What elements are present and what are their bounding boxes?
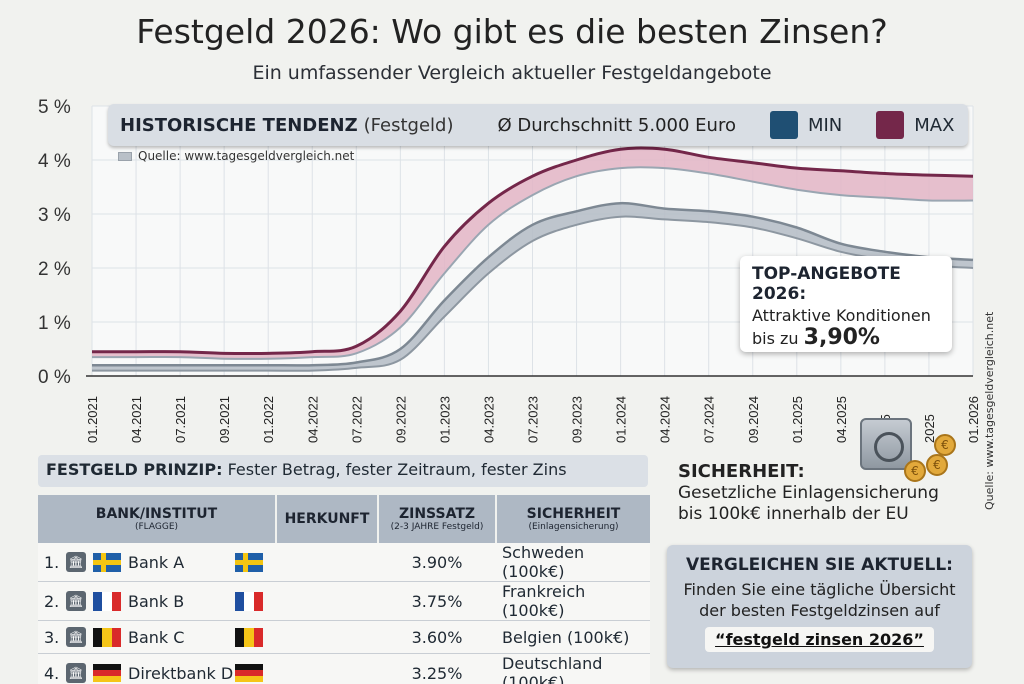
coins-icon: € € € [904, 434, 956, 484]
top-offers-line1: Attraktive Konditionen [752, 306, 931, 325]
x-tick-label: 04.2025 [834, 396, 849, 443]
x-tick-label: 07.2023 [526, 396, 541, 443]
sicherheit-title: SICHERHEIT: [678, 461, 805, 482]
x-tick-label: 09.2024 [746, 396, 761, 443]
germany-flag-icon [93, 663, 121, 683]
max-band-lower-line [92, 166, 974, 360]
prinzip-text: Fester Betrag, fester Zeitraum, fester Z… [227, 460, 567, 479]
x-tick-label: 07.2024 [702, 396, 717, 443]
x-tick-label: 07.2021 [173, 396, 188, 443]
bank-icon: 🏛 [66, 552, 86, 572]
germany-flag-icon [235, 663, 263, 683]
bank-icon: 🏛 [66, 663, 86, 683]
x-tick-label: 04.2022 [305, 396, 320, 443]
y-tick-label: 2 % [38, 259, 71, 280]
table-row: 4. 🏛 Direktbank D 3.25% Deutschland (100… [38, 653, 650, 684]
legend-min-swatch [769, 111, 798, 139]
chart-legend: HISTORISCHE TENDENZ (Festgeld) Ø Durchsc… [108, 104, 968, 146]
cta-line2: der besten Festgeldzinsen auf [699, 601, 940, 620]
france-flag-icon [235, 591, 263, 611]
x-tick-label: 01.2021 [85, 396, 100, 443]
series-line-min [92, 201, 974, 367]
cta-box: VERGLEICHEN SIE AKTUELL: Finden Sie eine… [667, 545, 972, 668]
x-tick-label: 07.2022 [349, 396, 364, 443]
table-row: 3. 🏛 Bank C 3.60% Belgien (100k€) [38, 620, 650, 654]
table-row: 1. 🏛 Bank A 3.90% Schweden (100k€) [38, 543, 650, 582]
y-tick-label: 0 % [38, 367, 71, 388]
prinzip-label: FESTGELD PRINZIP: [46, 460, 223, 479]
prinzip-bar: FESTGELD PRINZIP: Fester Betrag, fester … [38, 455, 648, 487]
cta-line1: Finden Sie eine tägliche Übersicht [683, 580, 956, 599]
belgium-flag-icon [93, 627, 121, 647]
x-tick-label: 01.2024 [614, 396, 629, 443]
safe-icon [860, 418, 912, 470]
x-tick-label: 2025 [922, 414, 937, 443]
chart-source: Quelle: www.tagesgeldvergleich.net [118, 149, 354, 163]
top-offers-title: TOP-ANGEBOTE 2026: [752, 264, 901, 304]
max-band [92, 148, 973, 359]
table-row: 2. 🏛 Bank B 3.75% Frankreich (100k€) [38, 581, 650, 621]
sweden-flag-icon [235, 552, 263, 572]
top-offers-prefix: bis zu [752, 329, 799, 348]
side-source: Quelle: www.tagesgeldvergleich.net [983, 311, 996, 510]
min-band-lower-line [92, 215, 974, 372]
bank-icon: 🏛 [66, 627, 86, 647]
page-title: Festgeld 2026: Wo gibt es die besten Zin… [136, 12, 888, 51]
cta-title: VERGLEICHEN SIE AKTUELL: [686, 555, 953, 575]
legend-average: Ø Durchschnitt 5.000 Euro [497, 114, 736, 136]
x-tick-label: 09.2021 [217, 396, 232, 443]
legend-title-suffix: (Festgeld) [363, 114, 454, 136]
top-offers-value: 3,90% [803, 325, 880, 350]
cta-keyword-link[interactable]: “festgeld zinsen 2026” [705, 627, 934, 652]
x-tick-label: 04.2023 [481, 396, 496, 443]
y-tick-label: 3 % [38, 205, 71, 226]
min-band [92, 203, 973, 371]
legend-max-label: MAX [914, 114, 955, 136]
x-tick-label: 01.2022 [261, 396, 276, 443]
sicherheit-line2: bis 100k€ innerhalb der EU [678, 504, 909, 524]
x-tick-label: 01.2025 [790, 396, 805, 443]
source-swatch-icon [118, 151, 132, 161]
legend-title: HISTORISCHE TENDENZ [120, 114, 358, 136]
x-tick-label: 04.2024 [658, 396, 673, 443]
rate-chart: 0 % 1 % 2 % 3 % 4 % 5 % 01.2021 04.2021 07.2021… [38, 97, 981, 443]
col-sicherheit: SICHERHEIT (Einlagensicherung) [496, 495, 650, 543]
belgium-flag-icon [235, 627, 263, 647]
col-zinssatz: ZINSSATZ (2-3 JAHRE Festgeld) [378, 495, 497, 543]
col-bank: BANK/INSTITUT (FLAGGE) [38, 495, 277, 543]
top-offers-box: TOP-ANGEBOTE 2026: Attraktive Konditione… [740, 256, 952, 352]
x-tick-label: 01.2026 [966, 396, 981, 443]
legend-min-label: MIN [807, 114, 843, 136]
x-tick-label: 04.2021 [129, 396, 144, 443]
sicherheit-line1: Gesetzliche Einlagensicherung [678, 483, 939, 503]
bank-table: BANK/INSTITUT (FLAGGE) HERKUNFT ZINSSATZ(… [38, 495, 650, 684]
sweden-flag-icon [93, 552, 121, 572]
page-subtitle: Ein umfassender Vergleich aktueller Fest… [252, 62, 772, 84]
x-tick-label: 01.2023 [437, 396, 452, 443]
legend-max-swatch [876, 111, 905, 139]
top-offers-line2: bis zu 3,90% [752, 325, 940, 350]
x-tick-label: 09.2022 [393, 396, 408, 443]
x-tick-label: 09.2023 [570, 396, 585, 443]
y-tick-label: 5 % [38, 97, 71, 118]
chart-source-text: Quelle: www.tagesgeldvergleich.net [138, 149, 355, 163]
sicherheit-box: SICHERHEIT: Gesetzliche Einlagensicherun… [678, 461, 939, 525]
series-line-max [92, 146, 974, 356]
france-flag-icon [93, 591, 121, 611]
y-tick-label: 1 % [38, 313, 71, 334]
bank-icon: 🏛 [66, 591, 86, 611]
col-herkunft: HERKUNFT [276, 495, 379, 543]
y-tick-label: 4 % [38, 151, 71, 172]
